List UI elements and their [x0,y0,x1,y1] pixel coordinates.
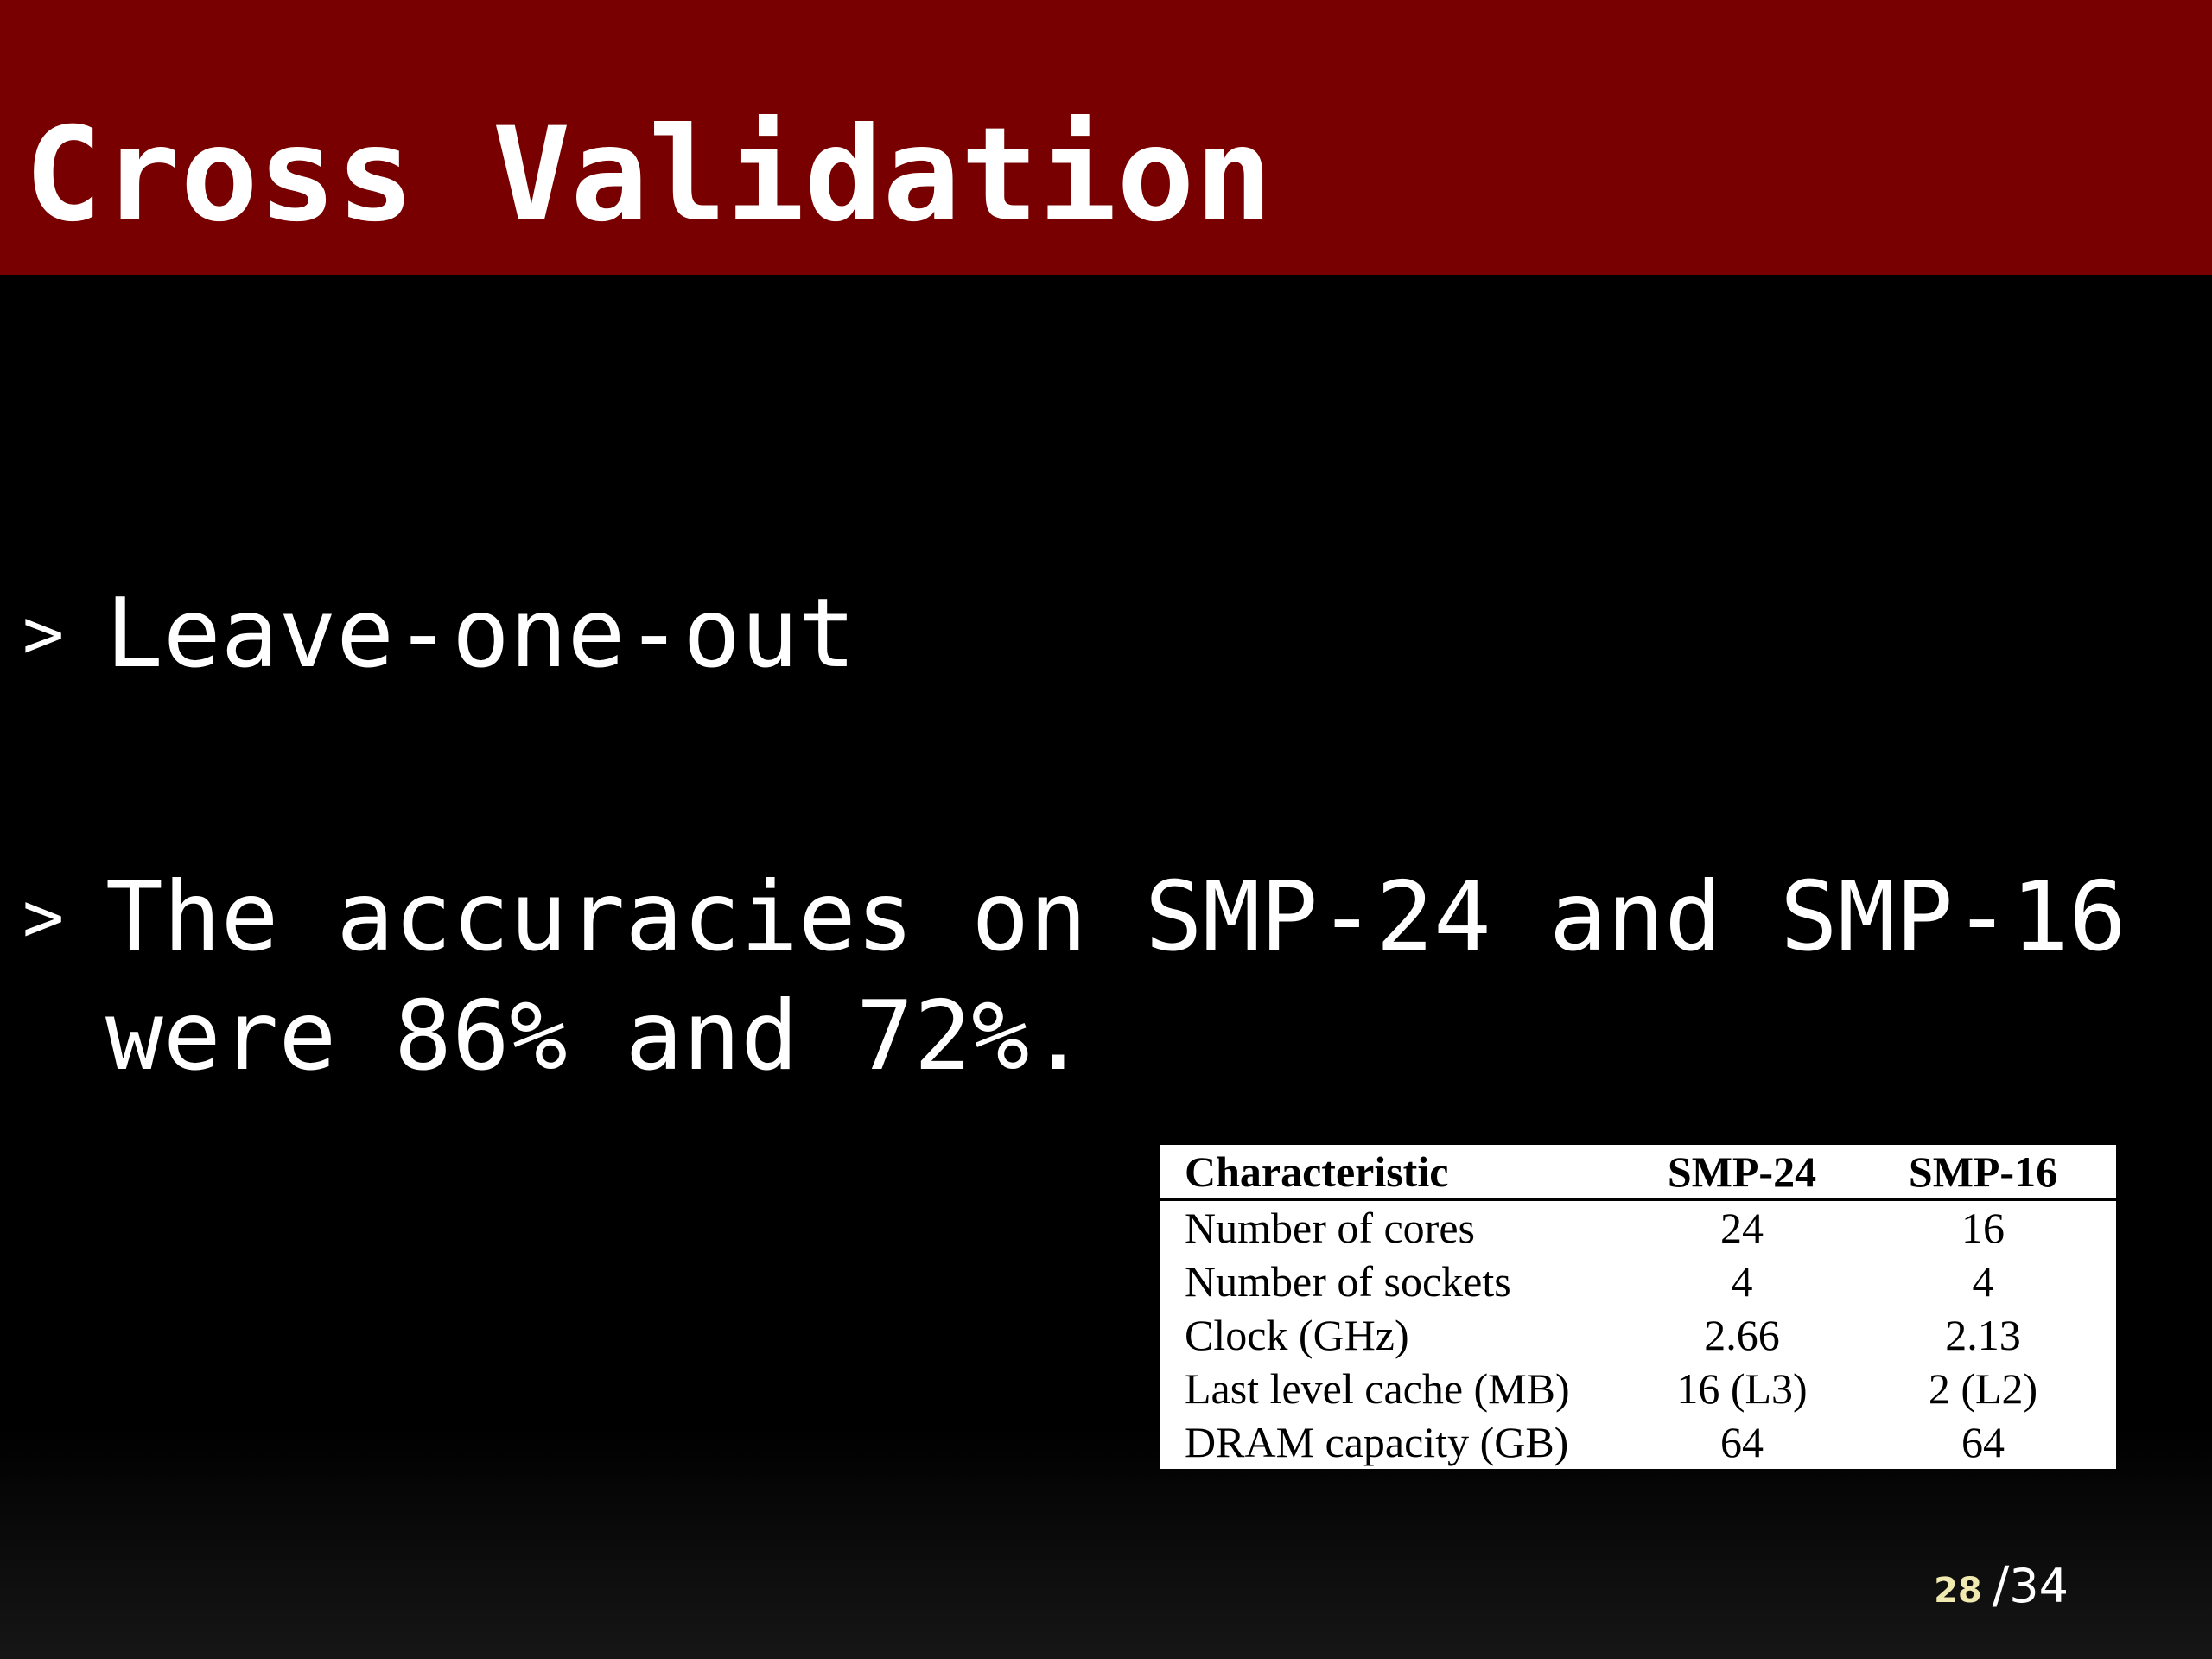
page-number: 28/34 [1934,1555,2069,1614]
table-cell: DRAM capacity (GB) [1185,1417,1569,1466]
bullet-text: Leave-one-out [105,578,856,690]
table-header-row: Characteristic SMP-24 SMP-16 [1160,1145,2116,1201]
table-cell: 64 [1720,1417,1764,1466]
table-cell: 16 [1961,1203,2005,1252]
table-cell: Last level cache (MB) [1185,1363,1570,1413]
column-header: Characteristic [1160,1145,1634,1201]
table-cell: 24 [1720,1203,1764,1252]
table-cell: 4 [1731,1256,1753,1306]
title-bar: Cross Validation [0,0,2212,275]
table-row: Number of cores 24 16 [1160,1200,2116,1255]
bullet-marker: > [22,594,65,674]
table-cell: Clock (GHz) [1185,1310,1409,1359]
specs-table: Characteristic SMP-24 SMP-16 Number of c… [1160,1145,2116,1469]
specs-table-image: Characteristic SMP-24 SMP-16 Number of c… [1160,1145,2116,1469]
table-row: Last level cache (MB) 16 (L3) 2 (L2) [1160,1362,2116,1415]
table-row: Clock (GHz) 2.66 2.13 [1160,1308,2116,1362]
bullet-marker: > [22,877,65,957]
page-total: 34 [2009,1559,2069,1613]
slide-title: Cross Validation [24,100,1273,251]
bullet-item: > The accuracies on SMP-24 and SMP-16 we… [22,858,2200,1109]
table-cell: Number of sockets [1185,1256,1511,1306]
page-current: 28 [1934,1571,1982,1611]
bullet-text: The accuracies on SMP-24 and SMP-16 were… [105,861,2126,1092]
column-header: SMP-24 [1634,1145,1850,1201]
table-cell: 2 (L2) [1928,1363,2038,1413]
column-header: SMP-16 [1850,1145,2116,1201]
table-cell: 2.66 [1704,1310,1780,1359]
table-cell: 64 [1961,1417,2005,1466]
table-row: Number of sockets 4 4 [1160,1255,2116,1308]
table-row: DRAM capacity (GB) 64 64 [1160,1415,2116,1469]
table-cell: 2.13 [1945,1310,2021,1359]
bullet-item: > Leave-one-out [22,575,2183,696]
page-separator: / [1992,1555,2010,1614]
table-cell: 16 (L3) [1676,1363,1808,1413]
table-cell: 4 [1972,1256,1994,1306]
table-cell: Number of cores [1185,1203,1475,1252]
